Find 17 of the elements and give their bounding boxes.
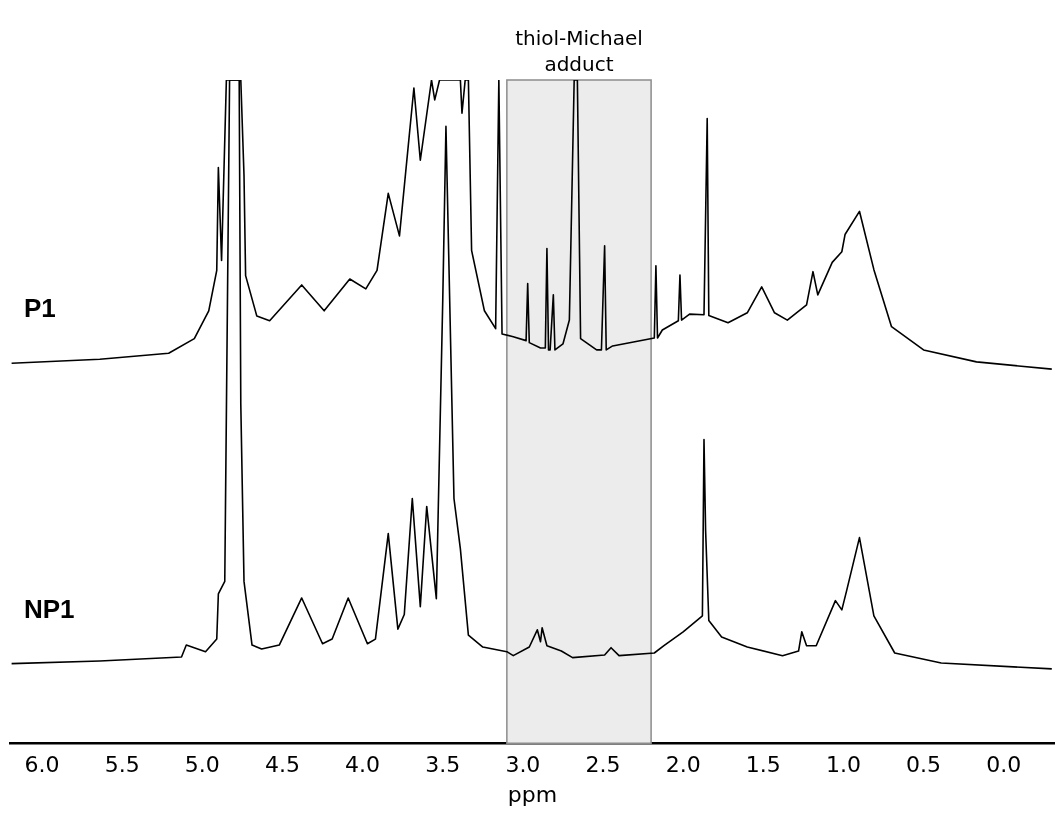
x-tick-label: 4.0: [345, 752, 381, 778]
x-tick-label: 5.5: [104, 752, 140, 778]
x-axis-title: ppm: [507, 781, 558, 807]
x-tick-label: 2.5: [585, 752, 621, 778]
series-label: NP1: [24, 593, 75, 624]
series-label: P1: [24, 293, 56, 324]
x-tick-label: 5.0: [184, 752, 220, 778]
x-tick-label: 4.5: [264, 752, 300, 778]
band-label: thiol-Michael adduct: [515, 26, 643, 77]
x-tick-label: 0.5: [906, 752, 942, 778]
x-tick-label: 2.0: [665, 752, 701, 778]
x-tick-label: 3.5: [425, 752, 461, 778]
x-tick-label: 0.0: [986, 752, 1022, 778]
x-tick-label: 1.0: [825, 752, 861, 778]
x-tick-label: 1.5: [745, 752, 781, 778]
x-tick-label: 6.0: [24, 752, 60, 778]
x-tick-label: 3.0: [505, 752, 541, 778]
